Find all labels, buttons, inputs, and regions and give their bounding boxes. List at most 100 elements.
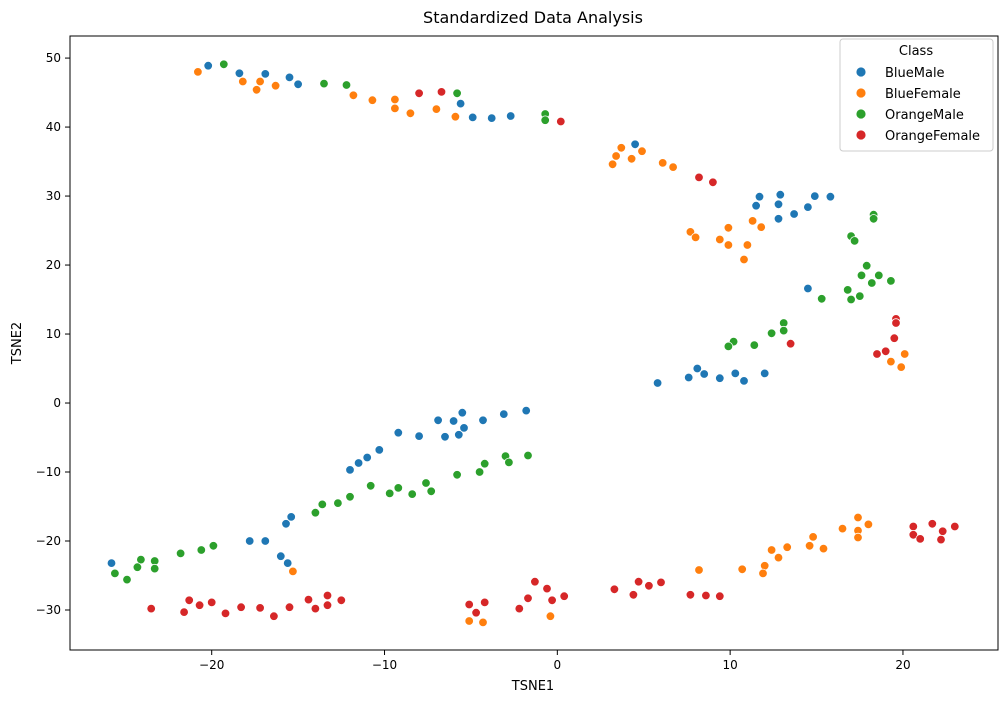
- chart-title: Standardized Data Analysis: [423, 8, 643, 27]
- point-bluemale: [286, 512, 296, 522]
- point-orangefemale: [915, 534, 925, 544]
- point-bluefemale: [694, 565, 704, 575]
- point-bluefemale: [464, 616, 474, 626]
- y-tick-label: 20: [46, 258, 61, 272]
- point-orangemale: [219, 59, 229, 70]
- point-orangemale: [366, 481, 376, 491]
- point-bluemale: [454, 430, 464, 440]
- point-orangemale: [421, 478, 431, 488]
- point-orangemale: [723, 341, 734, 352]
- point-orangefemale: [908, 530, 919, 540]
- point-orangefemale: [950, 521, 960, 532]
- point-bluemale: [260, 536, 271, 546]
- point-bluemale: [106, 558, 117, 568]
- point-bluefemale: [668, 162, 678, 172]
- point-orangemale: [196, 545, 207, 555]
- point-orangefemale: [715, 591, 725, 601]
- point-orangefemale: [464, 599, 474, 610]
- point-bluemale: [281, 519, 291, 529]
- point-bluefemale: [690, 232, 701, 243]
- point-bluemale: [773, 199, 784, 210]
- point-bluefemale: [863, 519, 874, 530]
- y-tick-label: −30: [36, 603, 61, 617]
- legend: Class BlueMale BlueFemale OrangeMale Orange…: [839, 38, 994, 152]
- point-orangemale: [874, 270, 884, 281]
- legend-label-orangefemale: OrangeFemale: [885, 129, 980, 144]
- point-bluefemale: [808, 532, 818, 542]
- point-bluefemale: [853, 512, 863, 523]
- point-orangemale: [480, 459, 490, 469]
- y-axis-label: TSNE2: [10, 322, 25, 365]
- legend-items: BlueMale BlueFemale OrangeMale OrangeFemale: [855, 66, 980, 144]
- point-orangefemale: [938, 526, 948, 537]
- point-bluemale: [440, 432, 450, 442]
- point-orangefemale: [891, 318, 901, 328]
- point-orangemale: [385, 488, 395, 499]
- point-orangemale: [319, 78, 329, 89]
- point-bluemale: [244, 536, 255, 546]
- point-orangefemale: [785, 339, 796, 349]
- point-bluefemale: [756, 222, 766, 232]
- point-bluemale: [487, 113, 497, 123]
- point-orangefemale: [269, 611, 279, 621]
- point-orangemale: [766, 328, 777, 339]
- point-orangemale: [132, 562, 143, 572]
- point-bluemale: [751, 200, 761, 211]
- point-orangefemale: [556, 116, 566, 127]
- point-bluefemale: [804, 541, 815, 551]
- point-bluefemale: [853, 532, 863, 543]
- point-orangefemale: [936, 534, 946, 545]
- point-orangemale: [310, 508, 321, 518]
- point-bluefemale: [607, 159, 618, 170]
- point-bluefemale: [251, 85, 262, 95]
- point-orangefemale: [336, 595, 347, 606]
- point-bluemale: [345, 465, 355, 475]
- point-bluemale: [730, 368, 741, 379]
- point-bluefemale: [886, 356, 896, 367]
- point-orangemale: [122, 574, 132, 585]
- point-bluefemale: [626, 154, 637, 164]
- point-orangefemale: [633, 577, 644, 587]
- point-bluemale: [692, 363, 703, 374]
- point-orangefemale: [881, 346, 891, 357]
- y-tick-label: −20: [36, 534, 61, 548]
- point-bluemale: [478, 415, 488, 426]
- point-orangemale: [393, 483, 404, 493]
- point-orangemale: [855, 291, 865, 301]
- y-tick-label: 0: [53, 396, 61, 410]
- point-bluefemale: [739, 254, 749, 265]
- point-bluemale: [276, 551, 286, 561]
- point-orangefemale: [220, 608, 231, 619]
- point-orangefemale: [322, 600, 333, 610]
- point-orangefemale: [628, 590, 639, 600]
- legend-marker-orangemale: [855, 108, 867, 120]
- point-orangefemale: [708, 177, 718, 188]
- point-bluefemale: [637, 146, 647, 156]
- x-axis-label: TSNE1: [511, 679, 554, 694]
- point-bluemale: [284, 72, 295, 83]
- point-orangefemale: [206, 597, 217, 608]
- point-orangefemale: [480, 597, 490, 608]
- point-orangefemale: [542, 583, 552, 594]
- point-bluemale: [283, 558, 293, 568]
- x-tick-label: −20: [199, 658, 224, 672]
- legend-marker-bluemale: [855, 66, 867, 78]
- point-bluemale: [468, 112, 478, 123]
- point-bluefemale: [837, 523, 848, 534]
- point-bluemale: [739, 376, 749, 386]
- point-orangefemale: [701, 590, 711, 601]
- point-orangemale: [779, 325, 789, 336]
- point-orangefemale: [194, 600, 205, 610]
- point-orangefemale: [547, 595, 557, 606]
- point-bluefemale: [773, 552, 784, 563]
- point-orangemale: [749, 340, 760, 350]
- point-bluefemale: [238, 76, 248, 87]
- point-orangemale: [862, 261, 872, 271]
- point-orangefemale: [559, 591, 569, 601]
- point-orangemale: [843, 285, 853, 295]
- point-bluemale: [393, 428, 404, 438]
- point-orangefemale: [414, 88, 424, 99]
- point-bluefemale: [390, 94, 400, 105]
- point-bluemale: [789, 209, 799, 219]
